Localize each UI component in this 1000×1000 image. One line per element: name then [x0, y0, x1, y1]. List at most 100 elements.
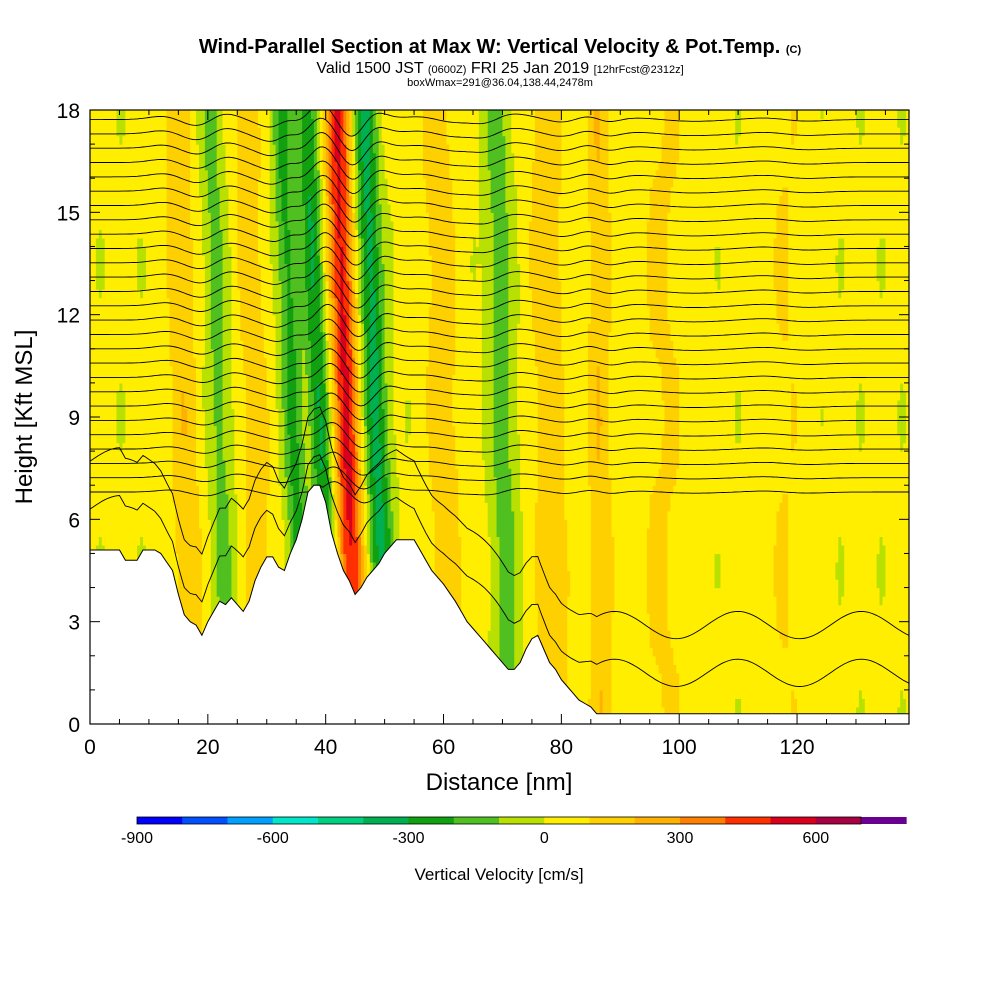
velocity-cell — [125, 348, 129, 358]
velocity-cell — [257, 331, 262, 341]
velocity-cell — [252, 399, 256, 410]
velocity-cell — [234, 536, 238, 546]
velocity-cell — [252, 135, 256, 145]
velocity-cell — [113, 161, 118, 171]
velocity-cell — [172, 195, 177, 205]
velocity-cell — [287, 459, 291, 469]
velocity-cell — [134, 254, 138, 265]
velocity-cell — [252, 391, 256, 401]
velocity-cell — [122, 323, 126, 333]
velocity-cell — [284, 553, 288, 563]
velocity-cell — [216, 110, 221, 120]
velocity-cell — [110, 323, 115, 333]
velocity-cell — [101, 263, 106, 273]
velocity-cell — [122, 135, 126, 145]
velocity-cell — [287, 485, 291, 495]
velocity-cell — [160, 348, 165, 358]
velocity-cell — [196, 272, 200, 282]
velocity-cell — [134, 331, 138, 341]
velocity-cell — [213, 169, 218, 179]
velocity-cell — [249, 365, 253, 375]
velocity-cell — [196, 246, 200, 256]
velocity-cell — [104, 442, 109, 452]
velocity-cell — [134, 118, 138, 128]
velocity-cell — [157, 237, 162, 248]
velocity-cell — [190, 220, 194, 230]
velocity-cell — [240, 203, 244, 213]
velocity-cell — [228, 237, 233, 248]
velocity-cell — [246, 323, 250, 333]
velocity-cell — [101, 417, 106, 427]
velocity-cell — [184, 229, 188, 239]
velocity-cell — [275, 289, 280, 299]
velocity-cell — [122, 280, 126, 290]
velocity-cell — [225, 527, 230, 537]
velocity-cell — [113, 144, 118, 154]
velocity-cell — [252, 434, 256, 444]
velocity-cell — [101, 357, 106, 367]
velocity-cell — [131, 391, 135, 401]
velocity-cell — [228, 527, 233, 537]
velocity-cell — [290, 502, 294, 512]
velocity-cell — [269, 459, 274, 469]
velocity-cell — [175, 220, 179, 230]
velocity-cell — [249, 579, 253, 589]
velocity-cell — [275, 485, 280, 495]
velocity-cell — [281, 203, 286, 213]
velocity-cell — [260, 331, 265, 341]
velocity-cell — [204, 579, 209, 589]
velocity-cell — [178, 161, 182, 171]
velocity-cell — [287, 365, 291, 375]
velocity-cell — [257, 476, 262, 486]
velocity-cell — [101, 118, 106, 128]
velocity-cell — [290, 442, 294, 452]
velocity-cell — [125, 297, 129, 307]
velocity-cell — [172, 263, 177, 273]
velocity-cell — [254, 442, 259, 452]
velocity-cell — [90, 212, 94, 222]
velocity-cell — [187, 178, 191, 188]
velocity-cell — [184, 510, 188, 520]
velocity-cell — [207, 399, 212, 410]
velocity-cell — [98, 434, 103, 444]
velocity-cell — [225, 144, 230, 154]
velocity-cell — [92, 408, 97, 418]
velocity-cell — [249, 553, 253, 563]
velocity-cell — [119, 144, 124, 154]
velocity-cell — [281, 280, 286, 290]
velocity-cell — [143, 306, 147, 316]
velocity-cell — [290, 323, 294, 333]
velocity-cell — [175, 152, 179, 162]
velocity-cell — [122, 434, 126, 444]
velocity-cell — [107, 348, 112, 358]
velocity-cell — [234, 161, 238, 171]
velocity-cell — [243, 144, 247, 154]
velocity-cell — [101, 127, 106, 137]
velocity-cell — [125, 323, 129, 333]
velocity-cell — [257, 144, 262, 154]
velocity-cell — [92, 468, 97, 478]
velocity-cell — [131, 348, 135, 358]
velocity-cell — [95, 144, 100, 154]
velocity-cell — [275, 169, 280, 179]
velocity-cell — [199, 527, 203, 537]
velocity-cell — [199, 613, 203, 623]
velocity-cell — [225, 220, 230, 230]
velocity-cell — [243, 544, 247, 555]
velocity-cell — [219, 553, 224, 563]
velocity-cell — [169, 297, 174, 307]
velocity-cell — [278, 186, 283, 196]
velocity-cell — [246, 169, 250, 179]
velocity-cell — [240, 144, 244, 154]
velocity-cell — [213, 459, 218, 469]
velocity-cell — [207, 365, 212, 375]
velocity-cell — [110, 169, 115, 179]
velocity-cell — [131, 382, 135, 393]
velocity-cell — [154, 382, 159, 393]
velocity-cell — [113, 323, 118, 333]
velocity-cell — [281, 169, 286, 179]
velocity-cell — [254, 417, 259, 427]
velocity-cell — [175, 280, 179, 290]
velocity-cell — [290, 527, 294, 537]
velocity-cell — [272, 323, 277, 333]
